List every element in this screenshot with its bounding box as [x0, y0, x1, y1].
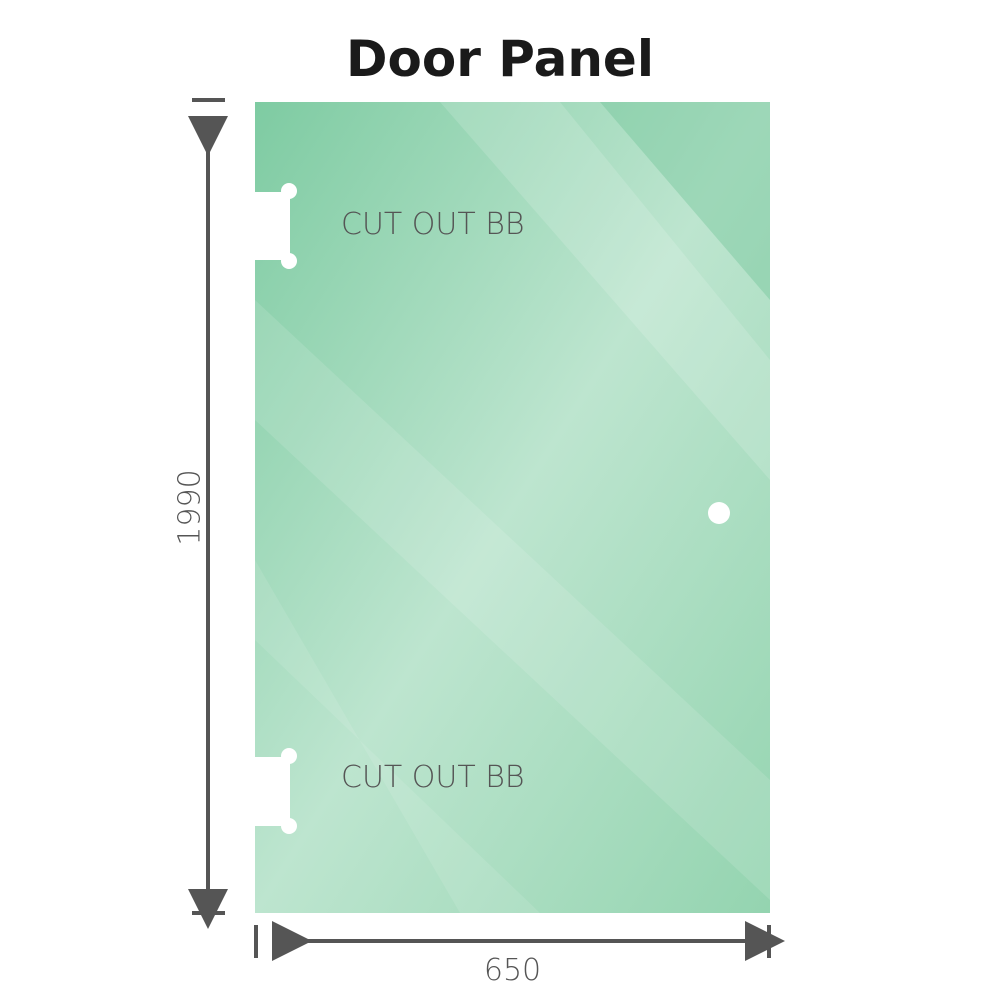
width-label: 650 — [483, 953, 542, 988]
handle-hole — [708, 502, 730, 524]
height-label: 1990 — [172, 469, 208, 546]
height-dimension — [188, 98, 228, 929]
cutout-bottom — [250, 748, 297, 834]
width-dimension — [254, 921, 785, 961]
cutout-top — [250, 183, 297, 269]
cutout-bottom-label: CUT OUT BB — [341, 760, 525, 795]
cutout-top-label: CUT OUT BB — [341, 207, 525, 242]
diagram-title: Door Panel — [346, 30, 654, 88]
glass-panel — [255, 102, 770, 913]
